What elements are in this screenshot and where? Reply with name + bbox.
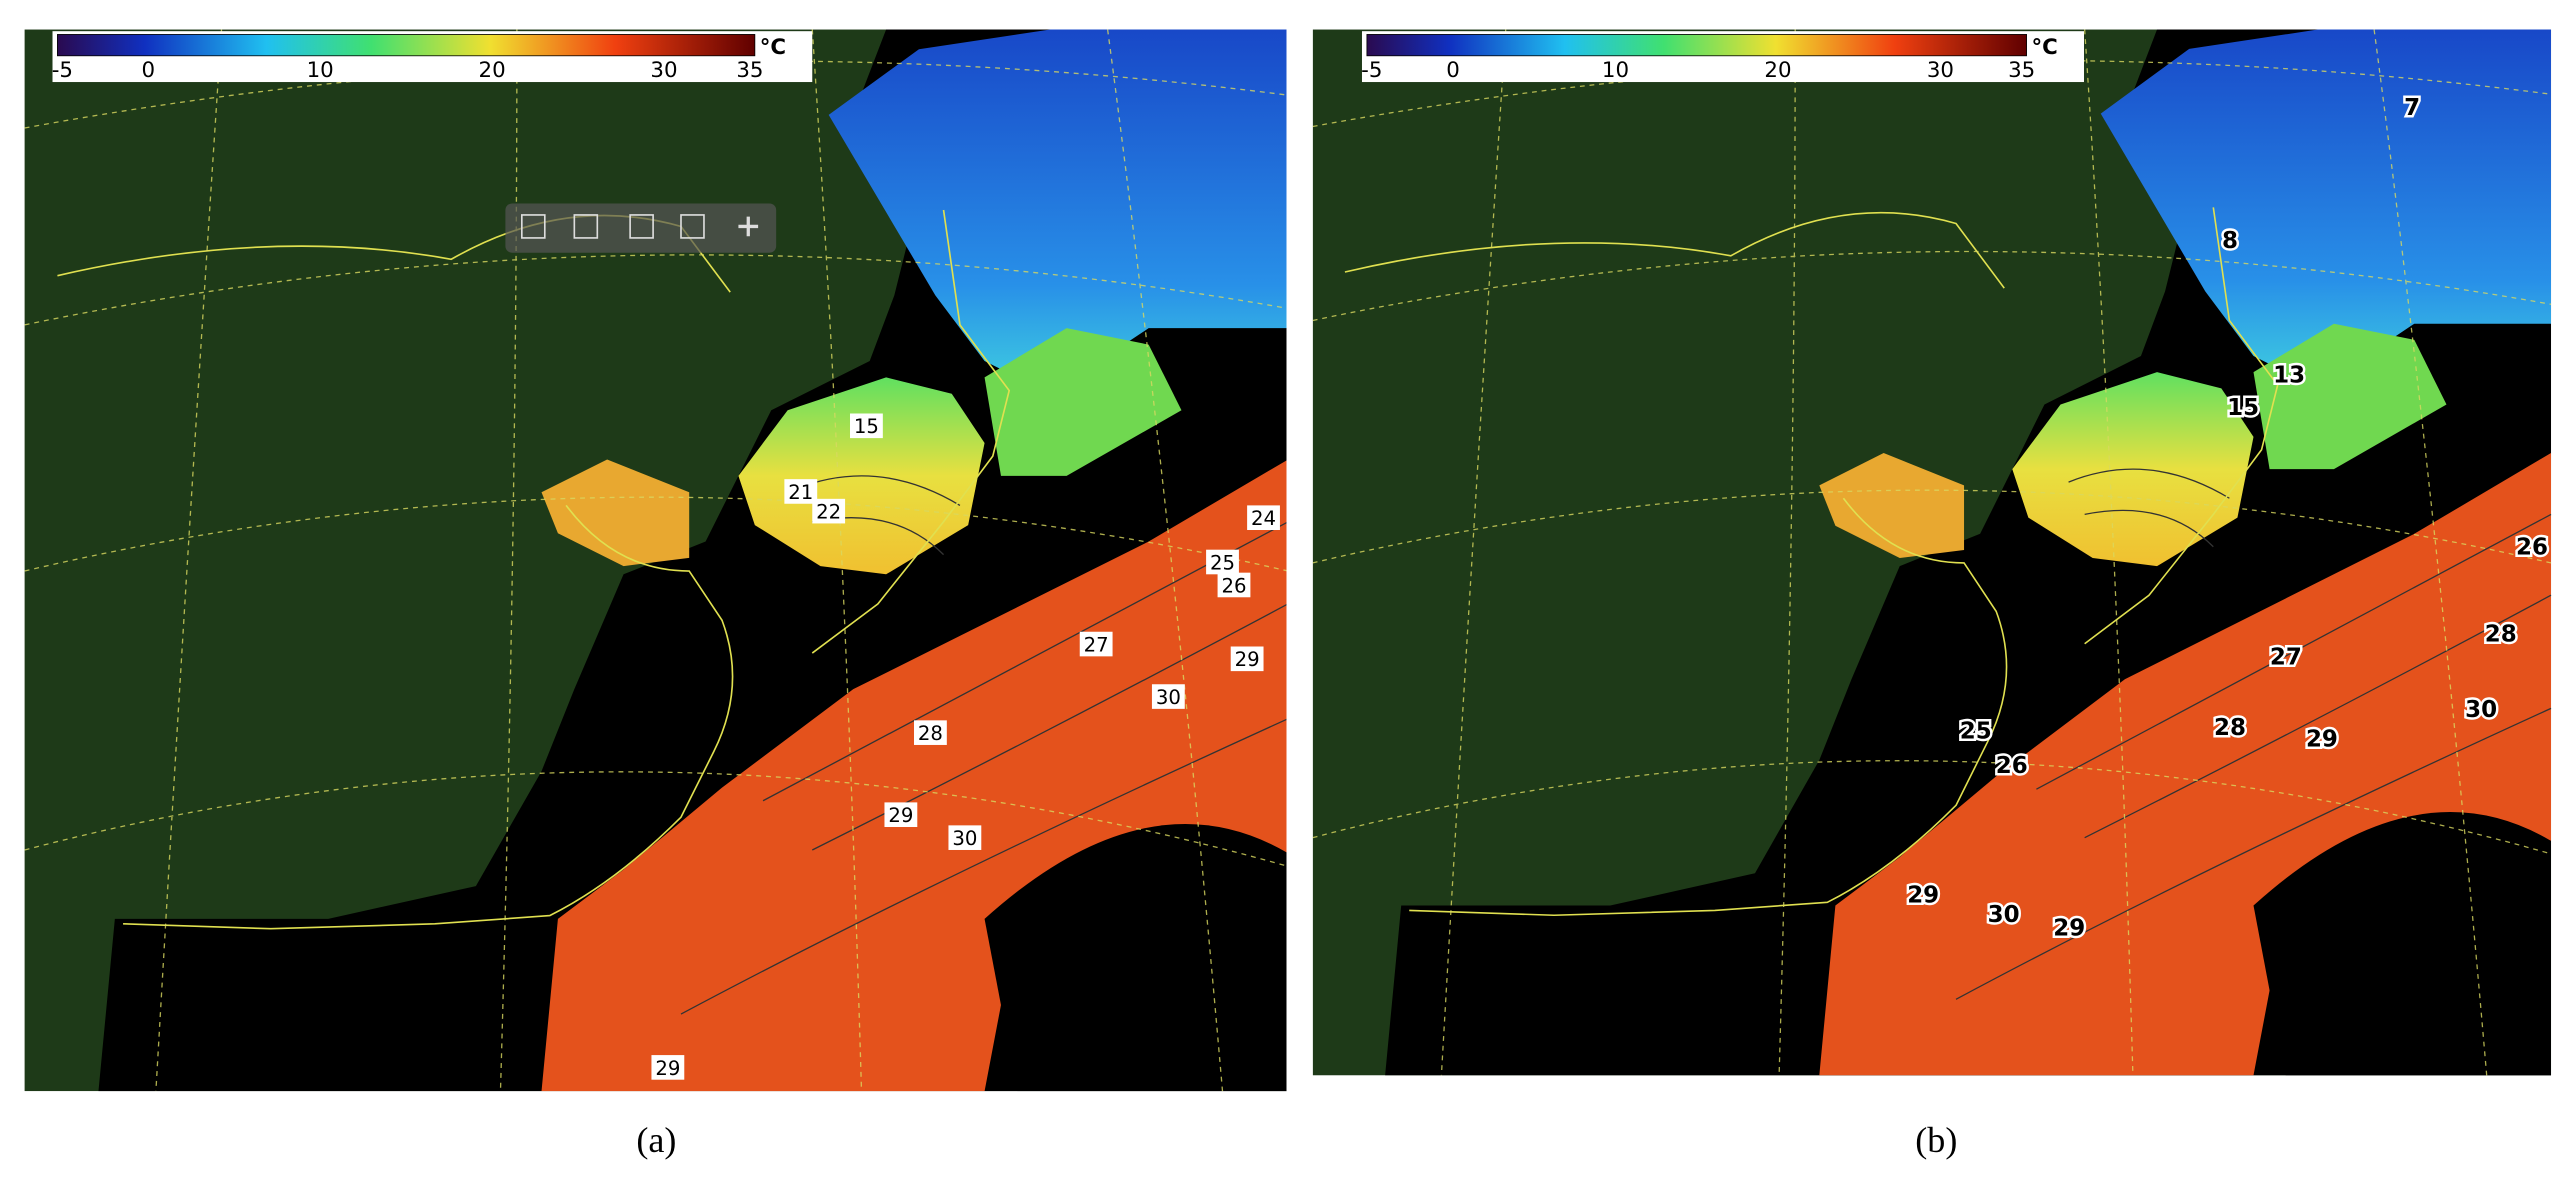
- contour-label-box: [1079, 631, 1113, 657]
- toolbar: [505, 203, 777, 253]
- contour-label: 25: [1210, 551, 1235, 574]
- colorbar-tick-label: 10: [1602, 58, 1629, 83]
- colorbar-tick-label: 20: [479, 58, 506, 83]
- colorbar-unit: °C: [2031, 35, 2057, 60]
- contour-label: 26: [1996, 753, 2028, 779]
- contour-label: 15: [854, 415, 879, 438]
- contour-label: 26: [1221, 574, 1246, 597]
- contour-label-box: [948, 825, 982, 850]
- colorbar-tick-label: 35: [2008, 58, 2035, 83]
- colorbar-tick-label: 0: [1446, 58, 1460, 83]
- contour-label-box: [850, 413, 883, 439]
- contour-label: 8: [2222, 228, 2238, 254]
- colorbar-tick-label: -5: [1361, 58, 1382, 83]
- contour-label: 21: [788, 481, 813, 504]
- contour-label: 7: [2404, 95, 2420, 121]
- contour-label: 30: [2465, 697, 2497, 723]
- contour-label: 30: [952, 827, 977, 850]
- contour-label: 29: [1235, 648, 1260, 671]
- colorbar-tick-label: 30: [1927, 58, 1954, 83]
- contour-label: 29: [888, 804, 913, 827]
- contour-label: 28: [2214, 715, 2246, 741]
- contour-label: 29: [2306, 727, 2338, 753]
- contour-label-box: [812, 498, 846, 524]
- contour-label: 27: [1084, 633, 1109, 656]
- contour-label: 29: [2053, 915, 2085, 941]
- map-b: [1311, 28, 2552, 1077]
- contour-label: 30: [1988, 902, 2020, 928]
- colorbar-unit: °C: [760, 35, 786, 60]
- contour-label-box: [1247, 505, 1280, 531]
- contour-label: 26: [2516, 535, 2548, 561]
- contour-label-box: [1151, 684, 1185, 709]
- contour-label-box: [651, 1055, 685, 1080]
- contour-label-box: [1217, 572, 1251, 598]
- colorbar: [1366, 34, 2027, 57]
- contour-label: 24: [1251, 507, 1276, 530]
- caption: (a): [636, 1120, 676, 1160]
- caption: (b): [1915, 1120, 1957, 1160]
- contour-label: 22: [816, 501, 841, 524]
- contour-label: 29: [1907, 882, 1939, 908]
- colorbar-tick-label: 0: [142, 58, 156, 83]
- contour-label-box: [1230, 646, 1264, 672]
- contour-label-box: [1206, 549, 1239, 575]
- map-a: [23, 28, 1289, 1093]
- contour-label: 15: [2227, 395, 2259, 421]
- contour-label: 27: [2270, 645, 2302, 671]
- colorbar-tick-label: 35: [736, 58, 763, 83]
- colorbar-tick-label: 30: [650, 58, 677, 83]
- colorbar-tick-label: -5: [52, 58, 73, 83]
- colorbar-tick-label: 20: [1764, 58, 1791, 83]
- contour-label: 28: [918, 722, 943, 745]
- contour-label: 13: [2273, 362, 2305, 388]
- contour-label-box: [884, 802, 918, 828]
- colorbar: [57, 34, 756, 57]
- contour-label-box: [784, 479, 818, 504]
- contour-label-box: [914, 720, 947, 745]
- contour-label: 29: [655, 1057, 680, 1080]
- contour-label: 25: [1960, 718, 1992, 744]
- contour-label: 28: [2485, 622, 2517, 648]
- colorbar-tick-label: 10: [307, 58, 334, 83]
- contour-label: 30: [1156, 686, 1181, 709]
